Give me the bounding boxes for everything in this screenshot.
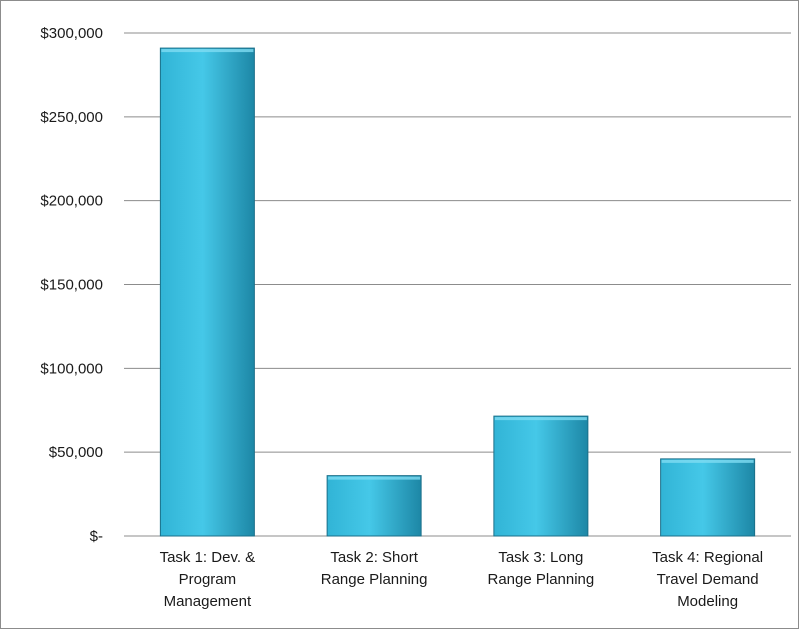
x-category-label-line: Management: [164, 593, 252, 610]
x-category-label: Task 4: Regional Travel Demand Modeling: [652, 549, 763, 610]
x-category-label: Task 2: Short Range Planning: [321, 549, 428, 588]
bar-top-highlight: [161, 49, 254, 53]
x-category-label-line: Task 1: Dev. &: [160, 549, 256, 566]
bar-top-highlight: [328, 476, 421, 480]
x-category-label: Task 1: Dev. & Program Management: [160, 549, 256, 610]
y-axis-tick-labels: $- $50,000 $100,000 $150,000 $200,000 $250,00…: [40, 25, 103, 545]
bar-top-highlight: [494, 417, 587, 421]
y-tick-label: $200,000: [40, 193, 103, 210]
x-category-label-line: Range Planning: [321, 571, 428, 588]
x-category-label-line: Range Planning: [487, 571, 594, 588]
x-category-label-line: Task 3: Long: [498, 549, 583, 566]
x-axis-category-labels: Task 1: Dev. & Program Management Task 2: S…: [160, 549, 764, 610]
bar: [159, 47, 255, 537]
bar: [660, 458, 756, 537]
x-category-label-line: Task 4: Regional: [652, 549, 763, 566]
bars: [159, 47, 756, 537]
y-tick-label: $100,000: [40, 360, 103, 377]
x-category-label: Task 3: Long Range Planning: [487, 549, 594, 588]
x-category-label-line: Travel Demand: [657, 571, 759, 588]
x-category-label-line: Task 2: Short: [330, 549, 418, 566]
y-tick-label: $50,000: [49, 444, 103, 461]
y-tick-label: $-: [90, 528, 103, 545]
bar: [326, 475, 422, 537]
y-tick-label: $300,000: [40, 25, 103, 42]
y-tick-label: $250,000: [40, 109, 103, 126]
x-category-label-line: Modeling: [677, 593, 738, 610]
bar-top-highlight: [661, 459, 754, 463]
x-category-label-line: Program: [179, 571, 237, 588]
y-tick-label: $150,000: [40, 277, 103, 294]
bar: [493, 415, 589, 537]
